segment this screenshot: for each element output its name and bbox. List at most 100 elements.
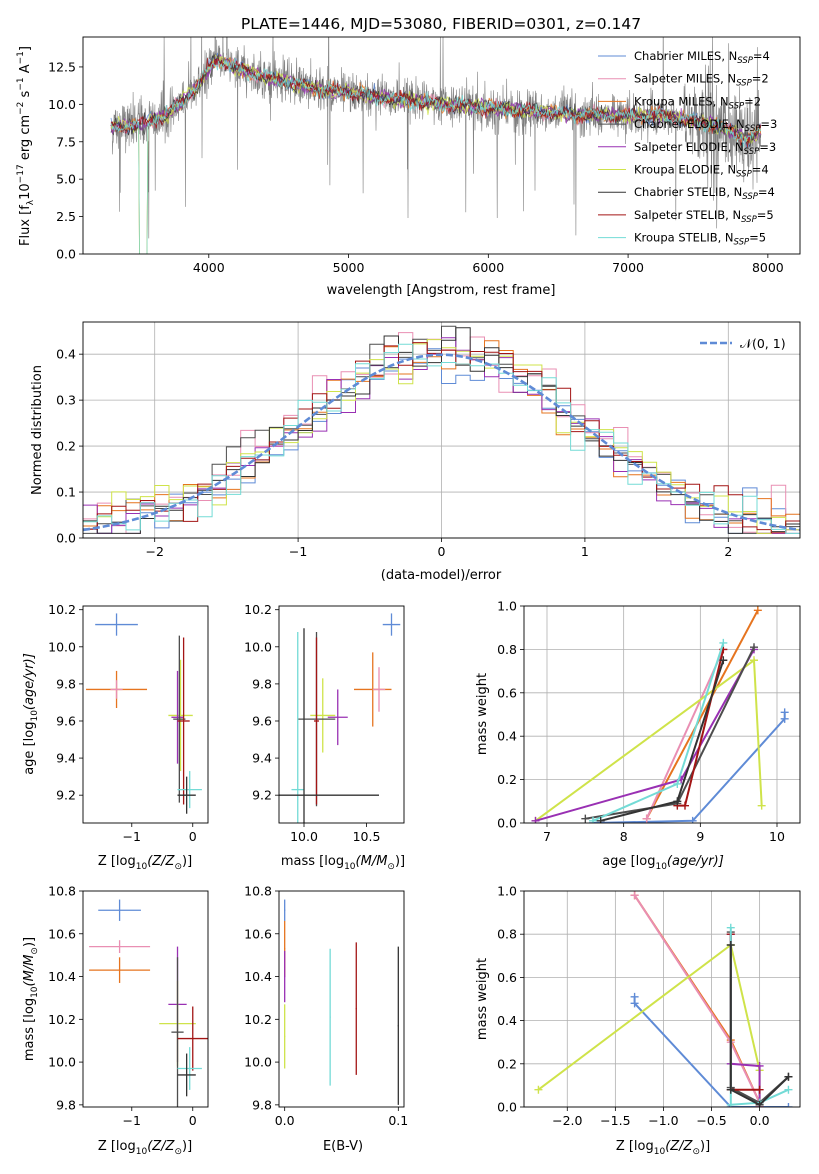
mass-vs-z-ylabel: mass [log10(M/M⊙)] xyxy=(22,937,40,1061)
legend-count: =3 xyxy=(760,117,777,131)
legend-subscript: SSP xyxy=(734,238,750,248)
legend-model-name: Kroupa ELODIE, N xyxy=(634,163,736,177)
legend-subscript: SSP xyxy=(742,192,758,202)
y-tick-label: 0.8 xyxy=(497,927,517,942)
age-vs-mass-axes-frame xyxy=(278,605,405,824)
x-tick-label: −1 xyxy=(123,829,141,844)
gaussian-legend-label: 𝒩(0, 1) xyxy=(740,336,786,351)
x-tick-label: 0.0 xyxy=(275,1113,295,1128)
y-tick-label: 0.2 xyxy=(497,772,517,787)
y-tick-label: 0.8 xyxy=(497,642,517,657)
weight-marker xyxy=(719,638,728,647)
gaussian-curve xyxy=(83,353,800,532)
y-tick-label: 10.0 xyxy=(48,639,76,654)
axes-ticks: 10.0 10.5 9.2 9.4 9.6 9.8 10.0 10.2 xyxy=(244,602,380,844)
weight-marker xyxy=(589,816,597,823)
mass-vs-ebv-panel: 0.0 0.1 9.8 10.0 10.2 10.4 10.6 10.8 E(B-V) xyxy=(244,884,408,1155)
y-tick-label: 0.2 xyxy=(497,1056,517,1071)
weight-line xyxy=(729,945,790,1107)
y-tick-label: 10.0 xyxy=(48,1055,76,1070)
residuals-legend: 𝒩(0, 1) xyxy=(700,336,786,351)
x-tick-label: 0.0 xyxy=(750,1113,770,1128)
age-vs-z-axes-frame xyxy=(82,605,209,824)
y-tick-label: 9.8 xyxy=(56,676,76,691)
y-tick-label: 9.6 xyxy=(56,713,76,728)
x-tick-label: 10 xyxy=(769,829,785,844)
legend-subscript: SSP xyxy=(737,56,753,66)
weight-vs-age-ylabel: mass weight xyxy=(475,673,490,755)
x-tick-label: −0.5 xyxy=(696,1113,726,1128)
weight-marker xyxy=(531,816,540,823)
y-tick-label: 10.4 xyxy=(244,969,272,984)
y-tick-label: 5.0 xyxy=(56,172,76,187)
legend-model-name: Chabrier STELIB, N xyxy=(634,185,742,199)
x-tick-label: 5000 xyxy=(333,260,365,275)
axes-ticks: 4000 5000 6000 7000 8000 0.0 2.5 5.0 7.5 10.0 12.5 xyxy=(48,59,784,275)
y-tick-label: 0.4 xyxy=(497,1013,517,1028)
legend-count: =5 xyxy=(749,231,766,245)
spectrum-xlabel: wavelength [Angstrom, rest frame] xyxy=(327,283,556,298)
weight-marker xyxy=(784,1103,793,1107)
y-tick-label: 0.0 xyxy=(497,816,517,831)
weight-vs-z-ylabel: mass weight xyxy=(475,958,490,1040)
weight-line xyxy=(633,894,761,1107)
axes-ticks: −2 −1 0 1 2 0.0 0.1 0.2 0.3 0.4 xyxy=(56,322,800,559)
y-tick-label: 10.8 xyxy=(48,884,76,899)
weight-vs-z-panel: −2.0 −1.5 −1.0 −0.5 0.0 0.0 0.2 0.4 0.6 0.8 1.0 Z … xyxy=(475,884,801,1157)
legend-count: =4 xyxy=(753,49,770,63)
weight-marker xyxy=(673,779,682,788)
age-vs-mass-xlabel: mass [log10(M/M⊙)] xyxy=(281,854,405,872)
y-tick-label: 10.6 xyxy=(244,926,272,941)
weight-marker xyxy=(726,941,735,949)
spectrum-title: PLATE=1446, MJD=53080, FIBERID=0301, z=0… xyxy=(241,15,641,33)
x-tick-label: −1 xyxy=(289,544,307,559)
legend-label: Salpeter ELODIE, NSSP=3 xyxy=(634,140,776,157)
weight-marker xyxy=(581,814,590,823)
legend-subscript: SSP xyxy=(744,147,760,157)
age-vs-z-xlabel: Z [log10(Z/Z⊙)] xyxy=(98,854,192,872)
legend-label: Chabrier STELIB, NSSP=4 xyxy=(634,185,775,202)
weight-line xyxy=(585,646,755,820)
spectrum-panel: PLATE=1446, MJD=53080, FIBERID=0301, z=0… xyxy=(16,15,801,298)
weight-marker xyxy=(534,1085,543,1094)
y-tick-label: 9.8 xyxy=(56,1097,76,1112)
plot-marks xyxy=(83,325,800,534)
y-tick-label: 10.8 xyxy=(244,884,272,899)
legend-count: =4 xyxy=(752,163,769,177)
spectrum-ylabel: Flux [fλ10−17 erg cm−2 s−1 A−1] xyxy=(16,46,36,246)
weight-marker xyxy=(681,801,689,810)
legend-label: Kroupa MILES, NSSP=2 xyxy=(634,94,761,111)
weight-marker xyxy=(753,606,762,615)
weight-marker xyxy=(726,923,735,932)
weight-marker xyxy=(757,801,766,810)
weight-marker xyxy=(784,1085,793,1094)
legend-label: Kroupa STELIB, NSSP=5 xyxy=(634,231,766,248)
residual-histogram xyxy=(83,339,800,534)
y-tick-label: 9.2 xyxy=(252,788,272,803)
y-tick-label: 9.8 xyxy=(252,1097,272,1112)
y-tick-label: 0.3 xyxy=(56,393,76,408)
y-tick-label: 10.2 xyxy=(48,602,76,617)
age-vs-z-panel: −1 09.29.49.69.810.010.2 Z [log10(Z/Z⊙)] … xyxy=(22,602,209,872)
legend-subscript: SSP xyxy=(729,101,745,111)
x-tick-label: 2 xyxy=(724,544,732,559)
axes-ticks: 7 8 9 10 0.0 0.2 0.4 0.6 0.8 1.0 xyxy=(497,599,800,844)
y-tick-label: 0.6 xyxy=(497,685,517,700)
weight-marker xyxy=(719,656,728,665)
plot-marks xyxy=(531,606,789,823)
legend-subscript: SSP xyxy=(745,124,761,134)
legend-label: Kroupa ELODIE, NSSP=4 xyxy=(634,163,769,180)
y-tick-label: 10.0 xyxy=(48,97,76,112)
weight-line xyxy=(645,648,725,820)
x-tick-label: 10.0 xyxy=(290,829,318,844)
legend-label: Chabrier MILES, NSSP=4 xyxy=(634,49,770,66)
legend-label: Salpeter STELIB, NSSP=5 xyxy=(634,208,774,225)
weight-marker xyxy=(673,797,682,806)
model-spectrum-line xyxy=(110,57,762,254)
x-tick-label: 0 xyxy=(189,829,197,844)
x-tick-label: 9 xyxy=(696,829,704,844)
weight-marker xyxy=(688,816,697,823)
mass-vs-z-panel: −1 0 9.8 10.0 10.2 10.4 10.6 10.8 Z [log10(Z/Z⊙… xyxy=(22,884,209,1157)
residuals-panel: −2 −1 0 1 2 0.0 0.1 0.2 0.3 0.4 (data-model)/erro… xyxy=(30,321,801,583)
